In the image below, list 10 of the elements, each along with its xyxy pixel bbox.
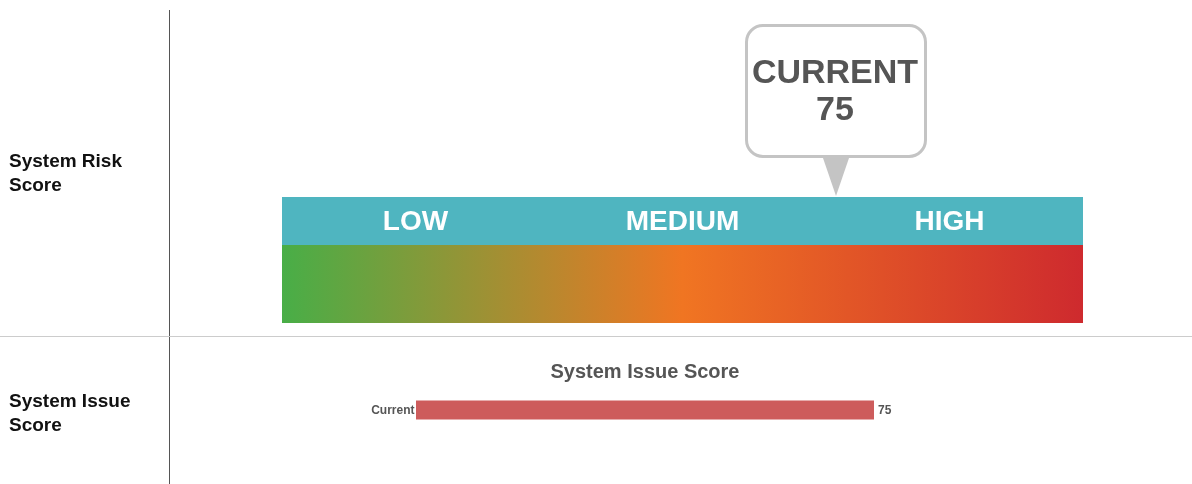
y-tick-label: Current xyxy=(371,403,415,417)
data-label: 75 xyxy=(878,403,892,417)
y-axis-title: System Issue Score xyxy=(9,389,132,437)
category-label: MEDIUM xyxy=(625,205,740,236)
text: CURRENT xyxy=(751,52,919,90)
text: System Risk Score xyxy=(9,149,123,197)
chart-title: System Issue Score xyxy=(550,360,740,382)
category-label: HIGH xyxy=(914,205,985,236)
text: 75 xyxy=(816,89,854,127)
category-label: LOW xyxy=(382,205,449,236)
